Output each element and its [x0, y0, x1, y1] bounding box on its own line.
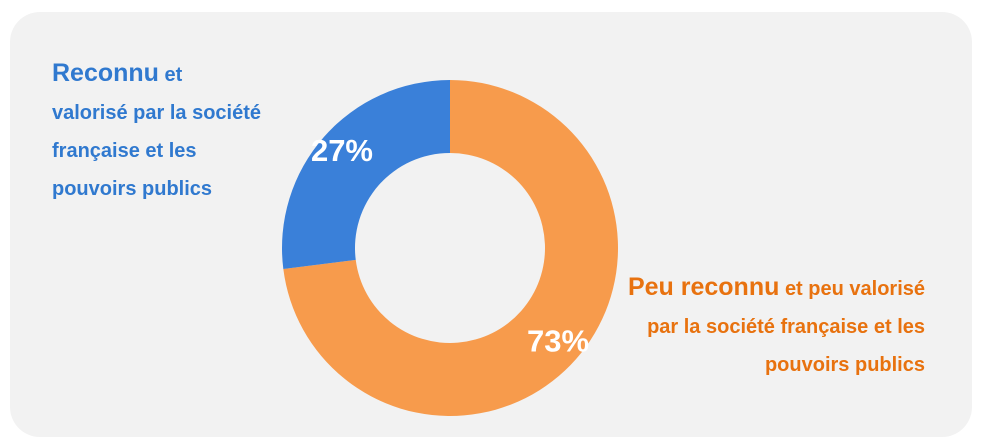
label: Reconnu et valorisé par la société franç…: [52, 54, 262, 208]
donut-segment: [282, 80, 450, 270]
category: Peu reconnu: [627, 273, 780, 301]
label: Peu reconnu et peu valorisé par la socié…: [605, 268, 925, 384]
category-note: et peu valorisé par la société française…: [647, 278, 925, 376]
category-note: et valorisé par la société française et …: [52, 64, 262, 200]
value-label: 27%: [311, 133, 373, 168]
category: Reconnu: [52, 59, 159, 87]
donut-segment: [283, 80, 619, 417]
value-label: 73%: [527, 323, 589, 358]
